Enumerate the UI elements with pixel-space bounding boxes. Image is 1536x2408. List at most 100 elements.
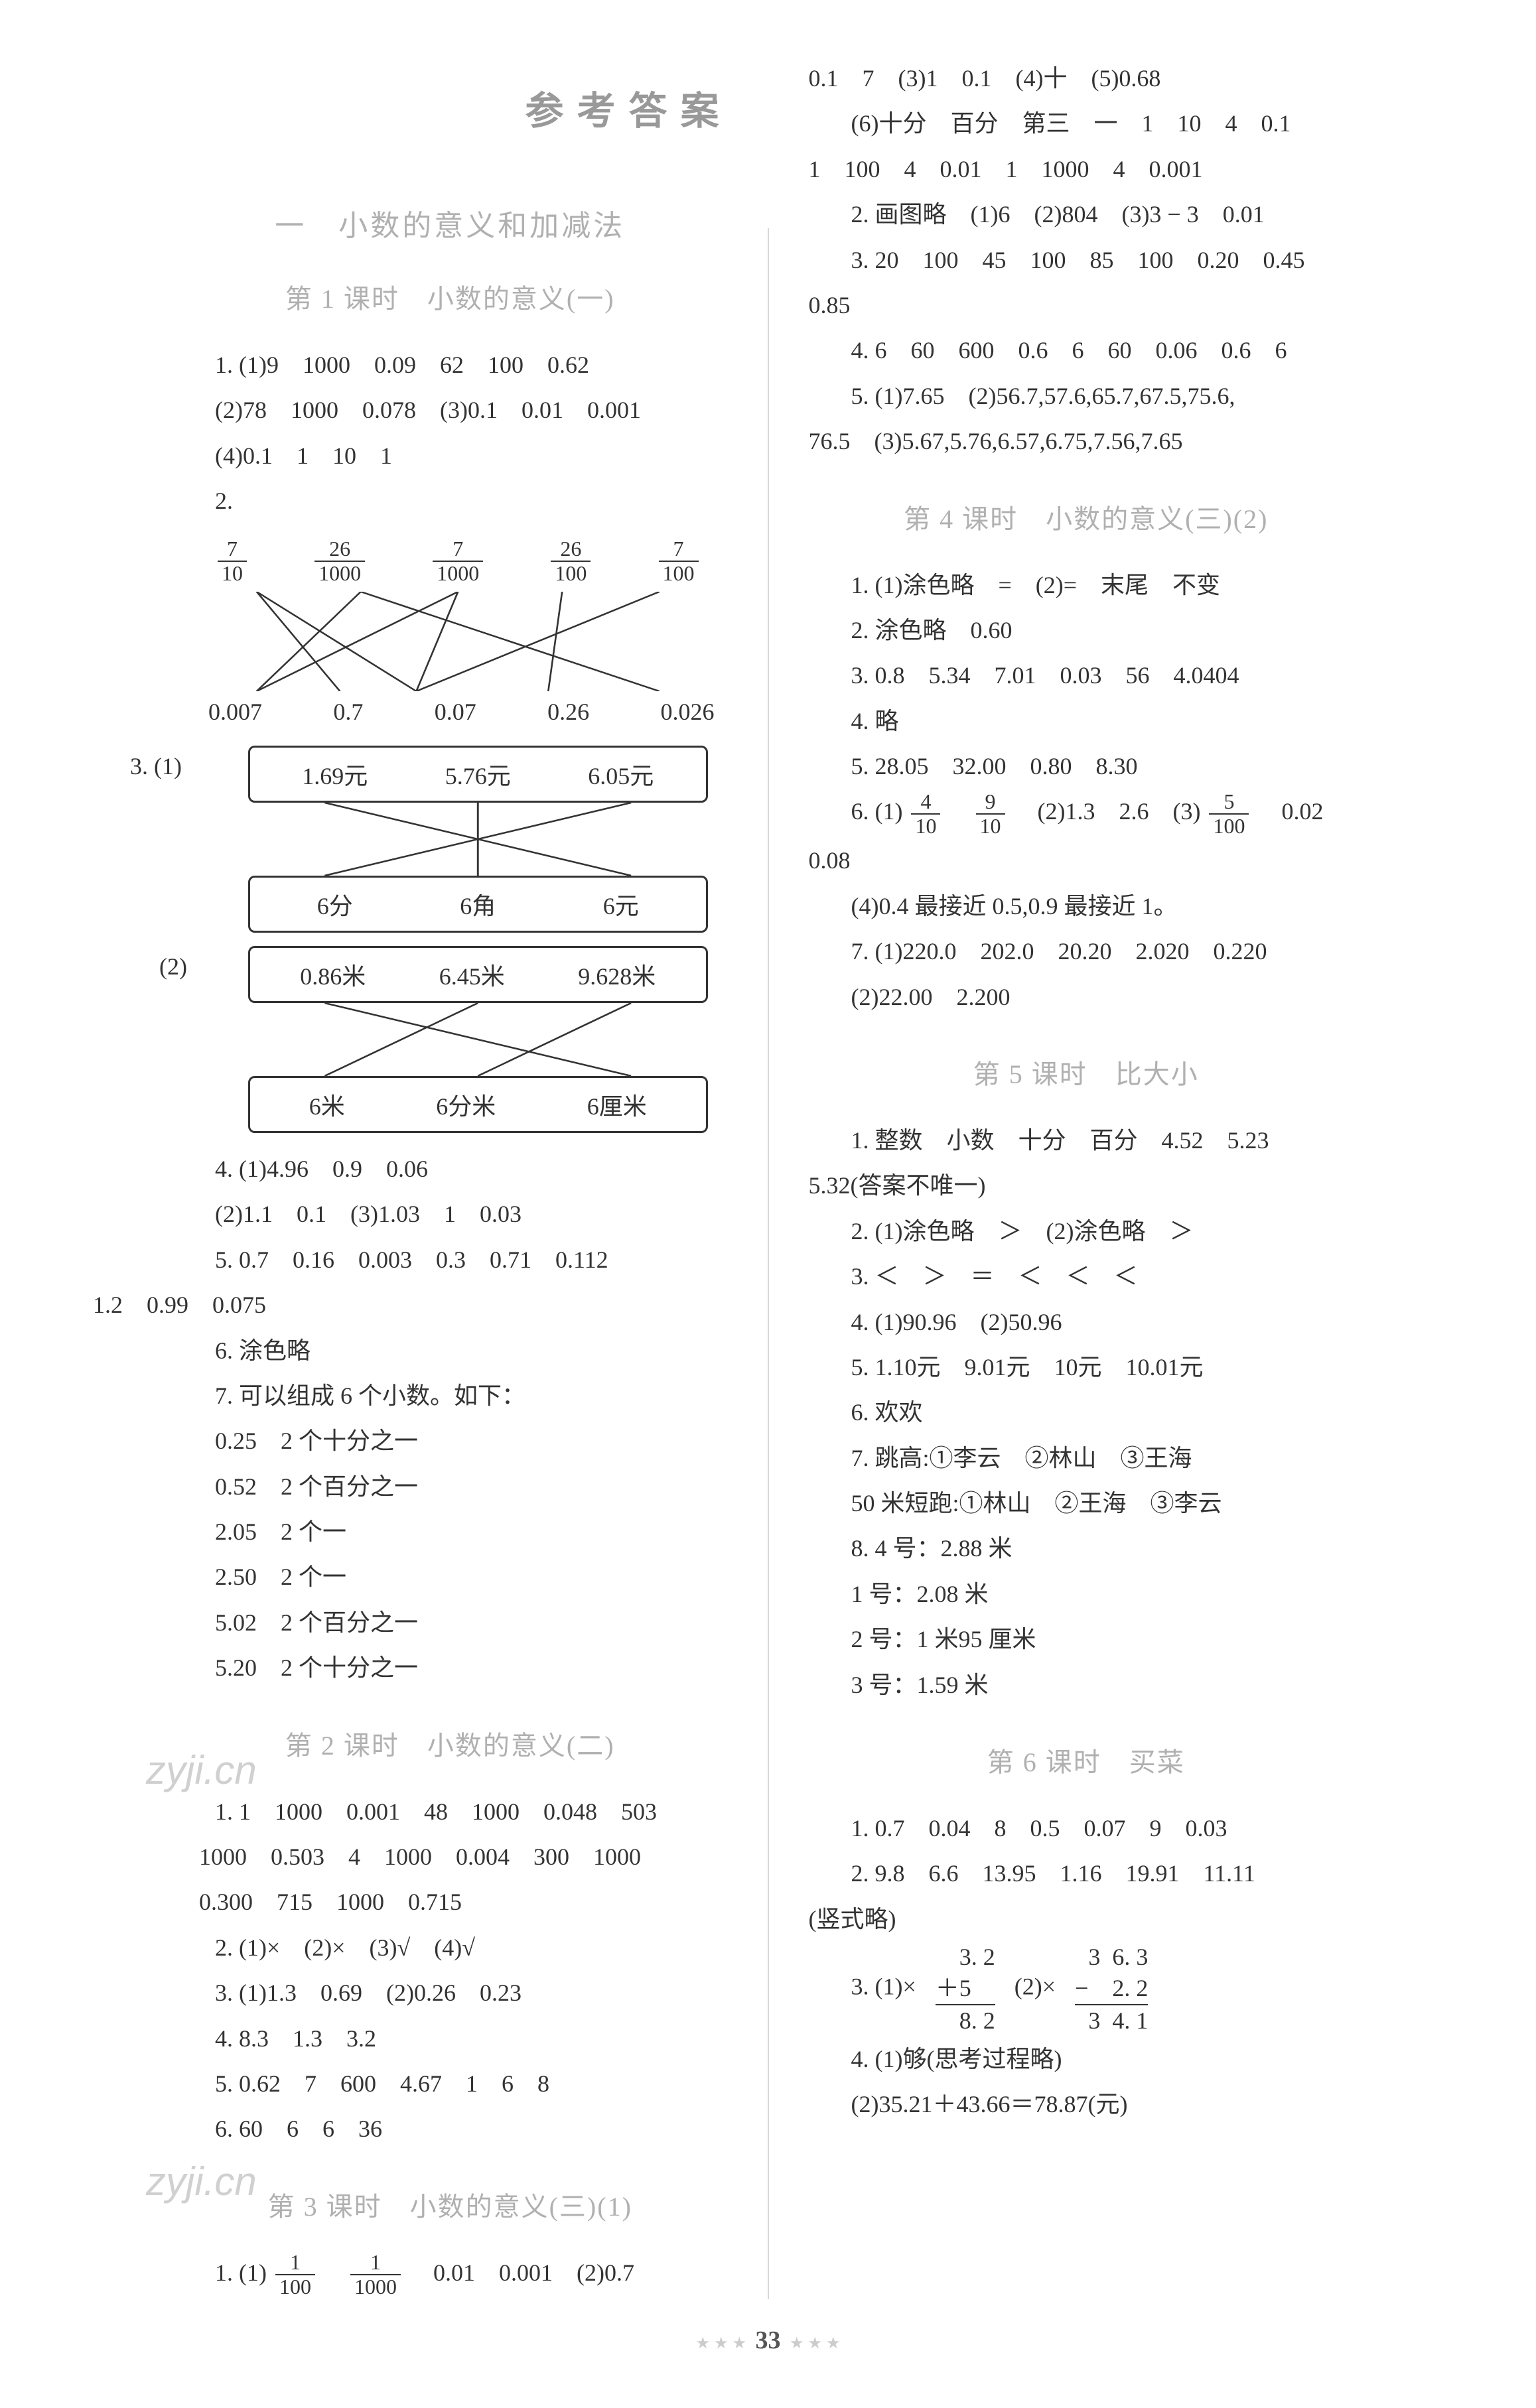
left-column: 一 小数的意义和加减法 第 1 课时 小数的意义(一) 1. (1)9 1000… [173, 175, 728, 2299]
line: 1. 0.7 0.04 8 0.5 0.07 9 0.03 [809, 1806, 1364, 1851]
line: 6. 涂色略 [173, 1328, 728, 1373]
line: 3. (1)1.3 0.69 (2)0.26 0.23 [173, 1970, 728, 2015]
unit-title: 一 小数的意义和加减法 [173, 202, 728, 244]
fraction: 910 [976, 790, 1005, 838]
fraction: 410 [911, 790, 940, 838]
line: 2. 涂色略 0.60 [809, 608, 1364, 653]
line: (6)十分 百分 第三 一 1 10 4 0.1 [809, 101, 1364, 146]
text: (2)1.3 2.6 (3) [1014, 798, 1201, 825]
cell: 6.05元 [588, 757, 654, 791]
cross-diagram [215, 592, 701, 691]
line: 5. 0.7 0.16 0.003 0.3 0.71 0.112 [173, 1237, 728, 1282]
star-icon: ★ ★ ★ [695, 2335, 746, 2352]
line: 76.5 (3)5.67,5.76,6.57,6.75,7.56,7.65 [809, 419, 1364, 464]
line: 0.85 [809, 283, 1364, 328]
line: 1. 1 1000 0.001 48 1000 0.048 503 [173, 1789, 728, 1834]
line: 8. 4 号：2.88 米 [809, 1526, 1364, 1571]
line: 4. 略 [809, 699, 1364, 744]
line: 6. 60 6 6 36 [173, 2106, 728, 2151]
line: 5.20 2 个十分之一 [173, 1645, 728, 1690]
page: 参考答案 一 小数的意义和加减法 第 1 课时 小数的意义(一) 1. (1)9… [0, 0, 1536, 2408]
line: 50 米短跑:①林山 ②王海 ③李云 [809, 1481, 1364, 1526]
cell: 6角 [460, 887, 496, 921]
line: (4)0.4 最接近 0.5,0.9 最接近 1。 [809, 884, 1364, 929]
column-divider [768, 228, 769, 2299]
frac-row: 710 261000 71000 26100 7100 [173, 524, 728, 592]
text: 6. (1) [851, 798, 903, 825]
cell: 6米 [309, 1087, 345, 1122]
fraction: 71000 [433, 537, 483, 585]
line: 1.2 0.99 0.075 [93, 1282, 728, 1327]
sec1-title: 第 1 课时 小数的意义(一) [173, 277, 728, 316]
sec2-title: 第 2 课时 小数的意义(二) [173, 1724, 728, 1763]
fraction: 710 [218, 537, 247, 585]
line: 3. 20 100 45 100 85 100 0.20 0.45 [809, 237, 1364, 283]
line: 1 号：2.08 米 [809, 1572, 1364, 1617]
cell: 6元 [603, 887, 639, 921]
line: 7. (1)220.0 202.0 20.20 2.020 0.220 [809, 929, 1364, 974]
q3-label: 3. (1) [130, 752, 182, 780]
val: 0.07 [435, 698, 476, 726]
line: 3 号：1.59 米 [809, 1662, 1364, 1707]
line: 5. 1.10元 9.01元 10元 10.01元 [809, 1345, 1364, 1390]
page-number: ★ ★ ★ 33 ★ ★ ★ [173, 2326, 1363, 2355]
val: 0.26 [547, 698, 589, 726]
line: 5. 0.62 7 600 4.67 1 6 8 [173, 2061, 728, 2106]
line: 1. (1) 1100 11000 0.01 0.001 (2)0.7 [173, 2250, 728, 2299]
line: 1 100 4 0.01 1 1000 4 0.001 [809, 147, 1364, 192]
sec4-title: 第 4 课时 小数的意义(三)(2) [809, 498, 1364, 536]
text: (2)× [1014, 1973, 1056, 2000]
cell: 9.628米 [578, 957, 656, 992]
line: (2)35.21＋43.66＝78.87(元) [809, 2082, 1364, 2127]
line: 2. [173, 478, 728, 523]
line: 2. (1)× (2)× (3)√ (4)√ [173, 1925, 728, 1970]
sec3-title: 第 3 课时 小数的意义(三)(1) [173, 2185, 728, 2224]
columns: 一 小数的意义和加减法 第 1 课时 小数的意义(一) 1. (1)9 1000… [173, 175, 1363, 2299]
value-row: 0.007 0.7 0.07 0.26 0.026 [173, 698, 728, 746]
line: 7. 可以组成 6 个小数。如下： [173, 1373, 728, 1418]
fraction: 261000 [314, 537, 365, 585]
line: 5.02 2 个百分之一 [173, 1600, 728, 1645]
line: 0.08 [809, 838, 1364, 883]
cell: 6.45米 [439, 957, 505, 992]
line: 4. 8.3 1.3 3.2 [173, 2016, 728, 2061]
cell: 0.86米 [300, 957, 366, 992]
cross-block-2: 0.86米 6.45米 9.628米 6米 6分米 6厘米 [228, 946, 728, 1133]
line: 4. (1)够(思考过程略) [809, 2037, 1364, 2082]
fraction: 5100 [1209, 790, 1249, 838]
val: 0.007 [208, 698, 262, 726]
line: 2. (1)涂色略 ＞ (2)涂色略 ＞ [809, 1209, 1364, 1254]
fraction: 7100 [659, 537, 699, 585]
line: 1. (1)9 1000 0.09 62 100 0.62 [173, 342, 728, 387]
line: 2.05 2 个一 [173, 1509, 728, 1554]
line: 0.300 715 1000 0.715 [173, 1879, 728, 1924]
cell: 6分 [317, 887, 353, 921]
line: (4)0.1 1 10 1 [173, 433, 728, 478]
line: 5. (1)7.65 (2)56.7,57.6,65.7,67.5,75.6, [809, 373, 1364, 419]
line: 2.50 2 个一 [173, 1554, 728, 1599]
line: 2 号：1 米95 厘米 [809, 1617, 1364, 1662]
line: 2. 画图略 (1)6 (2)804 (3)3 − 3 0.01 [809, 192, 1364, 237]
fraction: 1100 [275, 2251, 315, 2299]
cell: 5.76元 [445, 757, 511, 791]
line: (2)1.1 0.1 (3)1.03 1 0.03 [173, 1191, 728, 1237]
line: 4. (1)4.96 0.9 0.06 [173, 1146, 728, 1191]
cell: 6分米 [436, 1087, 496, 1122]
vertical-calc: 3. 2 ＋5 8. 2 [936, 1942, 995, 2036]
line: 5.32(答案不唯一) [809, 1163, 1364, 1208]
line: 1. (1)涂色略 = (2)= 末尾 不变 [809, 563, 1364, 608]
line: 3. ＜ ＞ ＝ ＜ ＜ ＜ [809, 1254, 1364, 1299]
line: 4. (1)90.96 (2)50.96 [809, 1300, 1364, 1345]
cell: 6厘米 [587, 1087, 647, 1122]
fraction: 11000 [350, 2251, 401, 2299]
page-num-value: 33 [756, 2326, 781, 2354]
line: 7. 跳高:①李云 ②林山 ③王海 [809, 1436, 1364, 1481]
text: 0.01 0.001 (2)0.7 [409, 2259, 634, 2286]
line: 3. 0.8 5.34 7.01 0.03 56 4.0404 [809, 653, 1364, 698]
line: 0.25 2 个十分之一 [173, 1418, 728, 1463]
line: (2)78 1000 0.078 (3)0.1 0.01 0.001 [173, 387, 728, 433]
line: 2. 9.8 6.6 13.95 1.16 19.91 11.11 [809, 1851, 1364, 1896]
fraction: 26100 [551, 537, 591, 585]
line: 0.1 7 (3)1 0.1 (4)十 (5)0.68 [809, 56, 1364, 101]
line: (竖式略) [809, 1897, 1364, 1942]
